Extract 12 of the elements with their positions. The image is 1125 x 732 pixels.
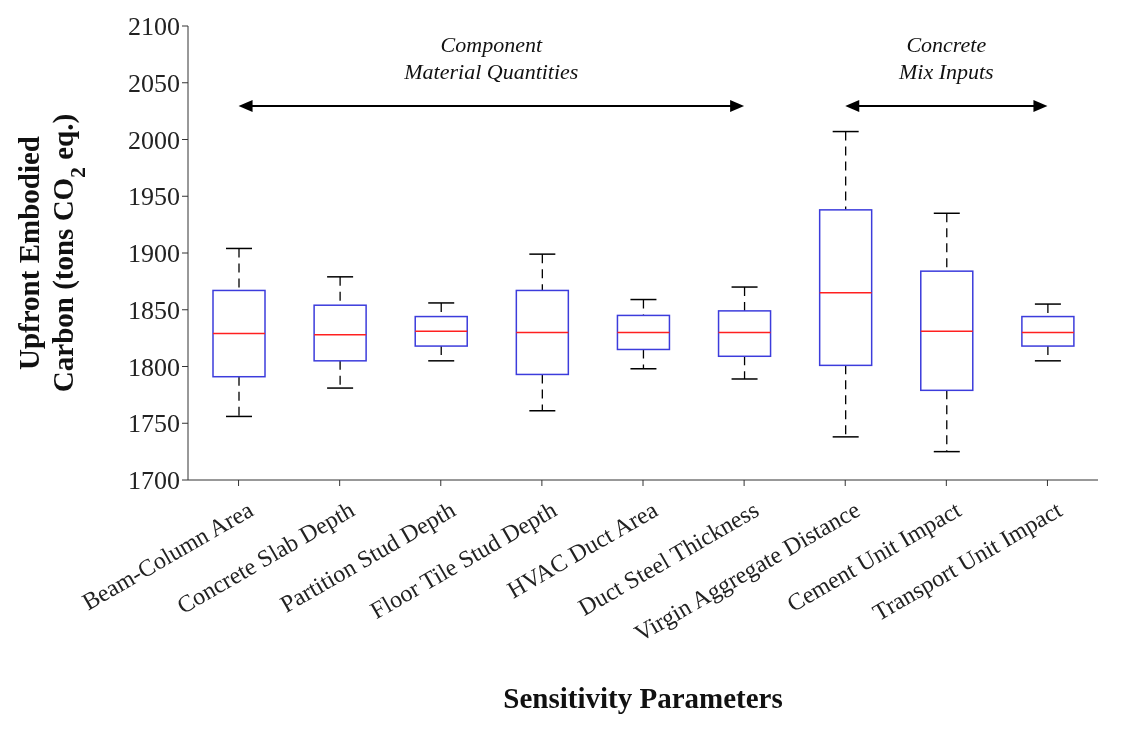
- y-tick-label: 1700: [128, 466, 180, 496]
- x-axis-title: Sensitivity Parameters: [503, 682, 783, 714]
- y-tick-label: 2000: [128, 125, 180, 155]
- annotation: Concrete Mix Inputs: [897, 32, 994, 84]
- y-tick-label: 1900: [128, 239, 180, 269]
- annotation: Component Material Quantities: [403, 32, 579, 84]
- y-tick-label: 2050: [128, 68, 180, 98]
- y-tick-label: 1750: [128, 409, 180, 439]
- y-tick-label: 1800: [128, 352, 180, 382]
- y-tick-label: 2100: [128, 12, 180, 42]
- y-tick-label: 1850: [128, 295, 180, 325]
- y-tick-label: 1950: [128, 182, 180, 212]
